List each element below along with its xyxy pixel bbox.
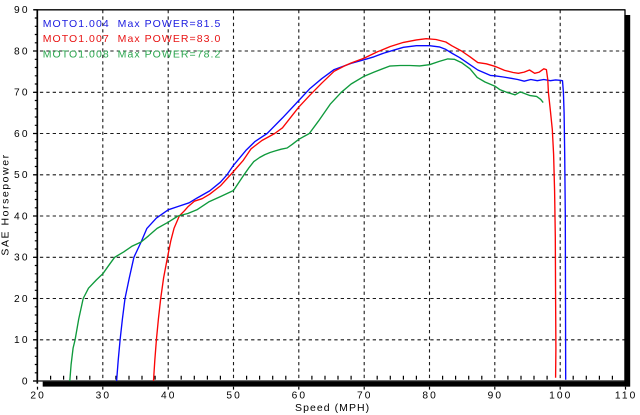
svg-text:90: 90: [488, 390, 504, 401]
svg-text:20: 20: [14, 294, 30, 305]
svg-text:80: 80: [422, 390, 438, 401]
svg-text:Speed (MPH): Speed (MPH): [295, 402, 370, 414]
svg-text:30: 30: [14, 253, 30, 264]
svg-text:100: 100: [549, 390, 572, 401]
svg-text:SAE Horsepower: SAE Horsepower: [0, 153, 12, 255]
svg-text:MOTO1.004 Max POWER=81.5: MOTO1.004 Max POWER=81.5: [43, 18, 222, 30]
svg-text:MOTO1.008 Max POWER=78.2: MOTO1.008 Max POWER=78.2: [43, 48, 222, 60]
svg-text:40: 40: [14, 211, 30, 222]
svg-text:70: 70: [14, 88, 30, 99]
svg-text:110: 110: [615, 390, 638, 401]
svg-text:30: 30: [96, 390, 112, 401]
svg-text:0: 0: [22, 376, 30, 387]
svg-text:60: 60: [292, 390, 308, 401]
svg-text:40: 40: [161, 390, 177, 401]
svg-text:50: 50: [226, 390, 242, 401]
svg-text:50: 50: [14, 170, 30, 181]
svg-text:90: 90: [14, 5, 30, 16]
svg-text:60: 60: [14, 129, 30, 140]
svg-text:20: 20: [30, 390, 46, 401]
svg-text:MOTO1.007 Max POWER=83.0: MOTO1.007 Max POWER=83.0: [43, 33, 222, 45]
svg-text:80: 80: [14, 46, 30, 57]
svg-text:70: 70: [357, 390, 373, 401]
svg-text:10: 10: [14, 335, 30, 346]
